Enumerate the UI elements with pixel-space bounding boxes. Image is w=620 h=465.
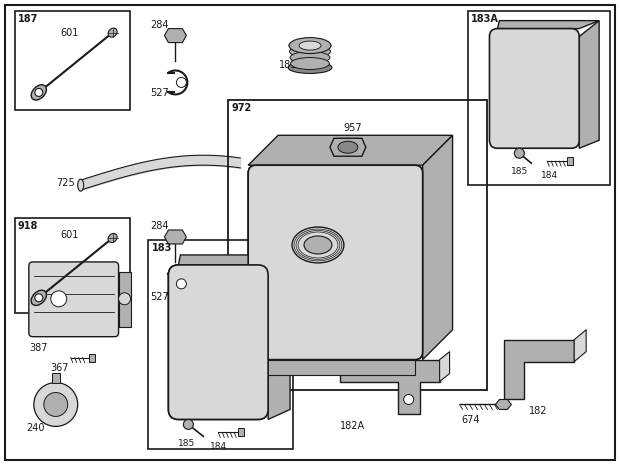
Circle shape xyxy=(515,148,525,158)
Text: 183A: 183A xyxy=(471,13,498,24)
Ellipse shape xyxy=(289,40,331,52)
Ellipse shape xyxy=(291,58,329,69)
Text: 957: 957 xyxy=(343,123,361,133)
Bar xyxy=(228,100,487,390)
FancyBboxPatch shape xyxy=(489,29,579,148)
Bar xyxy=(148,240,293,449)
Text: 601: 601 xyxy=(61,230,79,240)
Text: 185: 185 xyxy=(179,439,196,448)
Text: 181: 181 xyxy=(279,60,298,70)
Ellipse shape xyxy=(108,233,117,243)
Polygon shape xyxy=(567,157,574,165)
Circle shape xyxy=(118,293,131,305)
Ellipse shape xyxy=(31,290,46,306)
Ellipse shape xyxy=(299,41,321,50)
FancyBboxPatch shape xyxy=(248,165,423,359)
Text: 184: 184 xyxy=(541,171,559,180)
Polygon shape xyxy=(440,352,450,382)
FancyBboxPatch shape xyxy=(169,265,268,419)
Text: 240: 240 xyxy=(26,424,45,433)
Bar xyxy=(15,218,130,313)
Polygon shape xyxy=(179,255,290,265)
Circle shape xyxy=(44,392,68,417)
Polygon shape xyxy=(248,135,453,165)
Ellipse shape xyxy=(78,179,84,191)
Text: 972: 972 xyxy=(231,103,252,113)
Text: 183: 183 xyxy=(151,243,172,253)
Circle shape xyxy=(404,394,414,405)
Text: 918: 918 xyxy=(18,221,38,231)
Circle shape xyxy=(35,294,43,302)
Text: 184: 184 xyxy=(210,442,228,452)
Polygon shape xyxy=(164,29,187,43)
FancyBboxPatch shape xyxy=(248,165,423,359)
Text: 284: 284 xyxy=(151,20,169,30)
Text: 674: 674 xyxy=(461,415,480,425)
Text: 725: 725 xyxy=(56,178,74,188)
Ellipse shape xyxy=(304,236,332,254)
Ellipse shape xyxy=(289,38,331,53)
Ellipse shape xyxy=(290,52,330,64)
Text: 182A: 182A xyxy=(340,421,365,432)
Polygon shape xyxy=(340,359,440,414)
Text: eReplacementParts.com: eReplacementParts.com xyxy=(234,283,386,296)
Polygon shape xyxy=(118,272,131,327)
FancyBboxPatch shape xyxy=(169,265,268,419)
Ellipse shape xyxy=(288,61,332,73)
Circle shape xyxy=(177,78,187,87)
Text: 185: 185 xyxy=(512,167,529,176)
Ellipse shape xyxy=(31,85,46,100)
Text: 182: 182 xyxy=(529,406,548,417)
Polygon shape xyxy=(330,138,366,156)
Text: 284: 284 xyxy=(151,221,169,231)
Ellipse shape xyxy=(108,28,117,37)
Bar xyxy=(15,11,130,110)
Circle shape xyxy=(51,291,67,307)
Circle shape xyxy=(34,383,78,426)
Polygon shape xyxy=(268,255,290,419)
Circle shape xyxy=(35,88,43,96)
Polygon shape xyxy=(579,20,599,148)
Text: 187: 187 xyxy=(18,13,38,24)
Text: 527: 527 xyxy=(151,88,169,99)
Polygon shape xyxy=(423,135,453,359)
Ellipse shape xyxy=(292,227,344,263)
Polygon shape xyxy=(574,330,586,362)
Circle shape xyxy=(184,419,193,429)
Polygon shape xyxy=(497,20,599,29)
Polygon shape xyxy=(505,339,574,399)
Text: 367: 367 xyxy=(51,363,69,372)
FancyBboxPatch shape xyxy=(29,262,118,337)
Polygon shape xyxy=(89,354,95,362)
Polygon shape xyxy=(238,428,244,436)
Polygon shape xyxy=(164,230,187,244)
Text: 601: 601 xyxy=(61,27,79,38)
Text: 387: 387 xyxy=(29,343,47,352)
Bar xyxy=(467,11,610,185)
Ellipse shape xyxy=(290,46,330,58)
Circle shape xyxy=(177,279,187,289)
Bar xyxy=(52,372,60,383)
Polygon shape xyxy=(495,399,512,410)
Text: 527: 527 xyxy=(151,292,169,302)
Ellipse shape xyxy=(338,141,358,153)
Polygon shape xyxy=(256,359,415,375)
